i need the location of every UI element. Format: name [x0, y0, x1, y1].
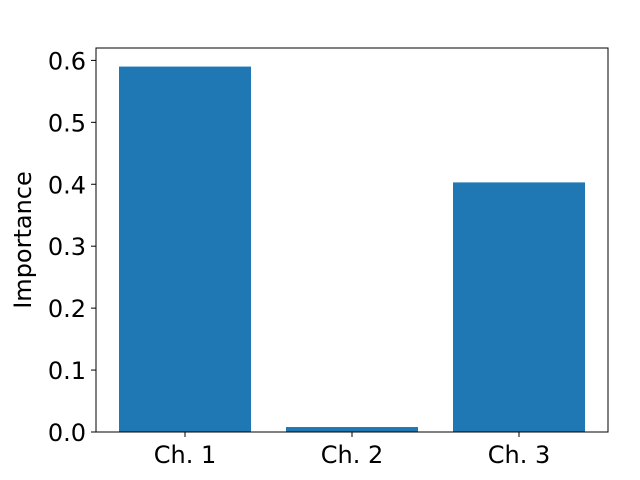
- bar-2: [286, 427, 418, 432]
- bar-3: [453, 182, 585, 432]
- y-axis-ticks: 0.0 0.1 0.2 0.3 0.4 0.5 0.6: [48, 47, 96, 447]
- y-tick-label: 0.5: [48, 109, 86, 137]
- x-tick-label: Ch. 2: [321, 441, 384, 469]
- y-axis-label: Importance: [9, 171, 37, 309]
- x-tick-label: Ch. 1: [154, 441, 217, 469]
- x-tick-label: Ch. 3: [488, 441, 551, 469]
- x-axis-ticks: Ch. 1 Ch. 2 Ch. 3: [154, 432, 551, 469]
- plot-frame: [95, 47, 609, 433]
- y-tick-label: 0.3: [48, 233, 86, 261]
- bar-1: [119, 66, 251, 433]
- y-tick-label: 0.4: [48, 171, 86, 199]
- y-tick-label: 0.0: [48, 419, 86, 447]
- y-tick-label: 0.6: [48, 47, 86, 75]
- y-tick-label: 0.2: [48, 295, 86, 323]
- bars-group: [119, 66, 585, 433]
- y-tick-label: 0.1: [48, 357, 86, 385]
